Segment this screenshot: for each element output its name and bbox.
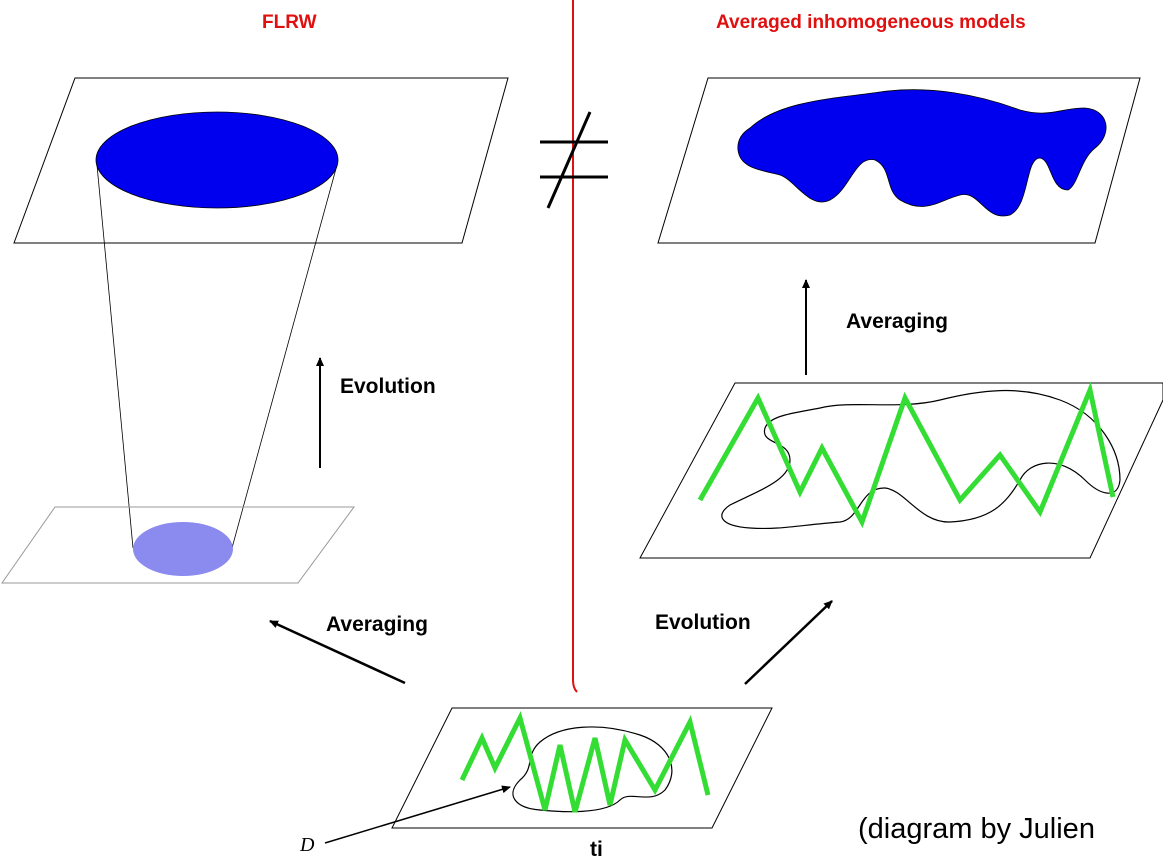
label: Evolution bbox=[340, 375, 436, 398]
left-title: FLRW bbox=[262, 12, 317, 33]
arrow-evolution bbox=[745, 601, 832, 684]
label: Evolution bbox=[655, 611, 751, 634]
diagram: FLRW Averaged inhomogeneous models Evolu… bbox=[0, 0, 1163, 860]
inhomogeneous-domain-averaged bbox=[738, 90, 1106, 216]
page: FLRW Averaged inhomogeneous models Evolu… bbox=[0, 0, 1163, 860]
label: Averaging bbox=[326, 613, 428, 636]
right-title: Averaged inhomogeneous models bbox=[716, 12, 1026, 33]
flrw-domain-small bbox=[133, 522, 233, 576]
cone-line bbox=[232, 165, 337, 548]
time-label: ti bbox=[590, 838, 603, 860]
cone-line bbox=[97, 165, 133, 548]
label: Averaging bbox=[846, 310, 948, 333]
credit: (diagram by Julien bbox=[858, 813, 1095, 845]
pointer bbox=[325, 787, 510, 843]
bottom-plane bbox=[392, 708, 772, 828]
domain-label: D bbox=[299, 834, 315, 856]
flrw-domain-large bbox=[96, 112, 338, 208]
fluctuation bbox=[700, 390, 1113, 522]
divider bbox=[573, 0, 577, 692]
